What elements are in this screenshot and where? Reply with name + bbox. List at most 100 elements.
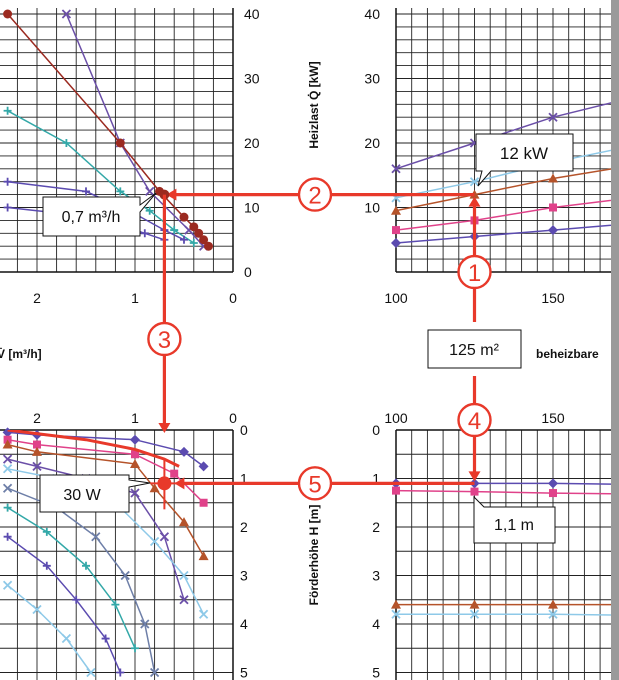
step-number: 2 [308, 183, 321, 210]
tick-y-top-left: 10 [244, 200, 260, 216]
data-point-foerderhoehe-volumenstrom [32, 446, 42, 456]
step-markers: 1 2 3 4 5 [147, 177, 492, 501]
tick-y-bottom-right: 2 [372, 519, 380, 535]
data-point-heizlast-flaeche [548, 225, 558, 236]
ylabel-foerderhoehe: Förderhöhe H [m] [307, 505, 321, 606]
data-point-heizlast-volumenstrom [3, 203, 12, 212]
series-line-foerderhoehe-flaeche-3 [396, 613, 611, 616]
data-point-foerderhoehe-volumenstrom [130, 434, 140, 445]
data-point-foerderhoehe-volumenstrom [198, 609, 209, 619]
data-point-foerderhoehe-volumenstrom [179, 517, 189, 527]
data-point-heizlast-flaeche [391, 237, 401, 248]
series-line-heizlast-flaeche-3 [396, 199, 611, 231]
data-point-heizlast-volumenstrom [3, 177, 12, 186]
series-line-foerderhoehe-volumenstrom-2 [7, 443, 205, 557]
data-point-foerderhoehe-volumenstrom [149, 536, 160, 547]
series-line-heizlast-flaeche-0 [396, 102, 611, 170]
data-point-heizlast-volumenstrom [115, 138, 125, 148]
data-point-heizlast-volumenstrom [3, 106, 12, 115]
grid-bottom-right [395, 429, 619, 680]
step-number: 4 [468, 408, 481, 435]
tick-x-bottom-right: 150 [541, 410, 565, 426]
tick-y-bottom-right: 3 [372, 568, 380, 584]
tick-x-top-left: 0 [229, 290, 237, 306]
tick-y-bottom-right: 0 [372, 422, 380, 438]
data-point-foerderhoehe-flaeche [549, 489, 557, 498]
tick-x-top-left: 2 [33, 290, 41, 306]
tick-y-bottom-left: 4 [240, 616, 248, 632]
data-point-heizlast-volumenstrom [145, 206, 154, 215]
data-point-heizlast-volumenstrom [189, 238, 198, 247]
data-point-foerderhoehe-volumenstrom [101, 634, 110, 643]
step-marker-2: 2 [297, 177, 333, 212]
curve-layer [2, 9, 611, 678]
callout-heat-load: 12 kW [475, 133, 574, 187]
label-layer: Heizlast Q̇ [kW] V̇ [m³/h] beheizbare Fö… [0, 6, 599, 680]
step-circle [457, 254, 492, 290]
plot-area-bottom-right [396, 430, 619, 680]
data-point-heizlast-volumenstrom [170, 226, 179, 235]
data-point-heizlast-volumenstrom [180, 235, 188, 244]
arrow-step-4 [468, 471, 481, 482]
data-point-foerderhoehe-volumenstrom [130, 458, 140, 468]
data-point-heizlast-volumenstrom [189, 222, 199, 232]
data-point-foerderhoehe-flaeche [469, 609, 480, 619]
tick-y-top-left: 40 [244, 6, 260, 22]
data-point-foerderhoehe-volumenstrom [131, 644, 139, 653]
step-circle [297, 466, 333, 501]
step-circle [147, 321, 182, 357]
series-line-heizlast-flaeche-2 [396, 168, 611, 212]
data-point-heizlast-volumenstrom [140, 229, 149, 238]
tick-y-top-right: 10 [364, 200, 380, 216]
arrow-step-5 [174, 477, 185, 490]
data-point-foerderhoehe-volumenstrom [3, 503, 12, 512]
arrow-step-2 [166, 188, 177, 201]
data-point-foerderhoehe-volumenstrom [3, 532, 12, 541]
tick-x-top-right: 100 [384, 290, 408, 306]
callout-head-text: 1,1 m [494, 517, 534, 534]
data-point-foerderhoehe-volumenstrom [149, 667, 160, 678]
data-point-foerderhoehe-volumenstrom [179, 446, 189, 457]
data-point-foerderhoehe-flaeche [392, 486, 400, 495]
data-point-foerderhoehe-flaeche [470, 487, 479, 496]
data-point-foerderhoehe-volumenstrom [61, 633, 72, 644]
data-point-foerderhoehe-volumenstrom [131, 450, 139, 459]
tick-y-top-right: 40 [364, 6, 380, 22]
data-point-foerderhoehe-flaeche [548, 478, 558, 489]
tick-y-bottom-left: 1 [240, 471, 248, 487]
data-point-foerderhoehe-flaeche [469, 599, 480, 609]
data-point-foerderhoehe-volumenstrom [120, 570, 130, 581]
callout-area: 125 m² [427, 329, 522, 369]
tick-y-bottom-left: 5 [240, 665, 248, 680]
step-marker-3: 3 [147, 321, 182, 357]
data-point-heizlast-volumenstrom [204, 241, 213, 251]
step-marker-5: 5 [297, 466, 333, 501]
step-number: 5 [308, 471, 321, 498]
series-line-foerderhoehe-flaeche-1 [396, 489, 611, 495]
data-point-heizlast-volumenstrom [82, 187, 90, 196]
operating-point [157, 476, 172, 491]
data-point-foerderhoehe-volumenstrom [91, 532, 101, 542]
tick-y-top-left: 20 [244, 135, 260, 151]
data-point-heizlast-volumenstrom [194, 228, 204, 238]
data-point-foerderhoehe-volumenstrom [2, 580, 13, 590]
data-point-heizlast-volumenstrom [179, 212, 189, 222]
tick-y-bottom-right: 4 [372, 616, 380, 632]
arrow-step-3 [158, 423, 171, 433]
grid-bottom-left [0, 429, 234, 680]
callout-layer: 12 kW 0,7 m³/h 125 m² 1,1 m 30 W [39, 133, 574, 544]
data-point-foerderhoehe-volumenstrom [116, 668, 125, 677]
callout-power: 30 W [39, 474, 151, 513]
data-point-foerderhoehe-volumenstrom [2, 427, 13, 438]
callout-area-text: 125 m² [449, 342, 499, 359]
tick-y-bottom-left: 0 [240, 422, 248, 438]
tick-x-bottom-left: 1 [131, 410, 139, 426]
data-point-heizlast-flaeche [548, 112, 558, 122]
data-point-foerderhoehe-flaeche [391, 609, 401, 619]
tick-y-top-right: 30 [364, 71, 380, 87]
tick-x-bottom-left: 2 [33, 410, 41, 426]
data-point-foerderhoehe-volumenstrom [179, 570, 189, 581]
xlabel-volumenstrom: V̇ [m³/h] [0, 346, 42, 361]
series-line-foerderhoehe-volumenstrom-8 [7, 584, 92, 673]
